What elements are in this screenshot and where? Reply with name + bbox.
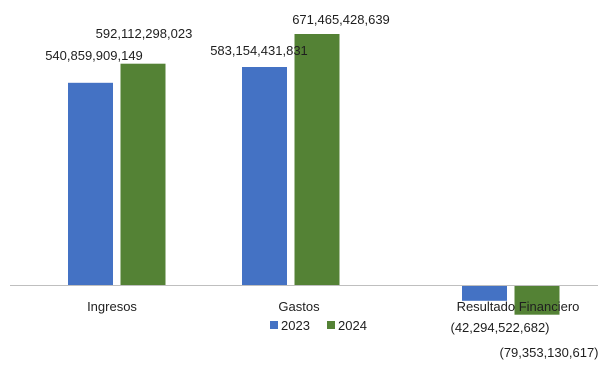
- data-label: 592,112,298,023: [96, 26, 193, 41]
- legend-label-2023: 2023: [281, 318, 310, 333]
- bar-2023-1: [242, 67, 287, 285]
- legend-label-2024: 2024: [338, 318, 367, 333]
- bars-group: [68, 34, 560, 315]
- bar-2023-2: [462, 285, 507, 301]
- data-label: 671,465,428,639: [292, 12, 390, 27]
- bar-2023-0: [68, 82, 113, 285]
- data-label: (42,294,522,682): [450, 320, 549, 335]
- data-labels-group: 540,859,909,149 583,154,431,831 (42,294,…: [45, 12, 598, 360]
- bar-2024-1: [294, 34, 340, 285]
- legend-swatch-2023: [270, 321, 278, 329]
- category-label: Ingresos: [87, 299, 137, 314]
- data-label: 583,154,431,831: [210, 43, 308, 58]
- legend-swatch-2024: [327, 321, 335, 329]
- category-labels-group: Ingresos Gastos Resultado Financiero: [87, 299, 579, 314]
- bar-2024-0: [120, 63, 166, 286]
- category-label: Resultado Financiero: [457, 299, 580, 314]
- bar-2024-2: [514, 285, 560, 315]
- data-label: 540,859,909,149: [45, 48, 143, 63]
- data-label: (79,353,130,617): [499, 345, 598, 360]
- legend: 2023 2024: [270, 318, 367, 333]
- category-label: Gastos: [278, 299, 320, 314]
